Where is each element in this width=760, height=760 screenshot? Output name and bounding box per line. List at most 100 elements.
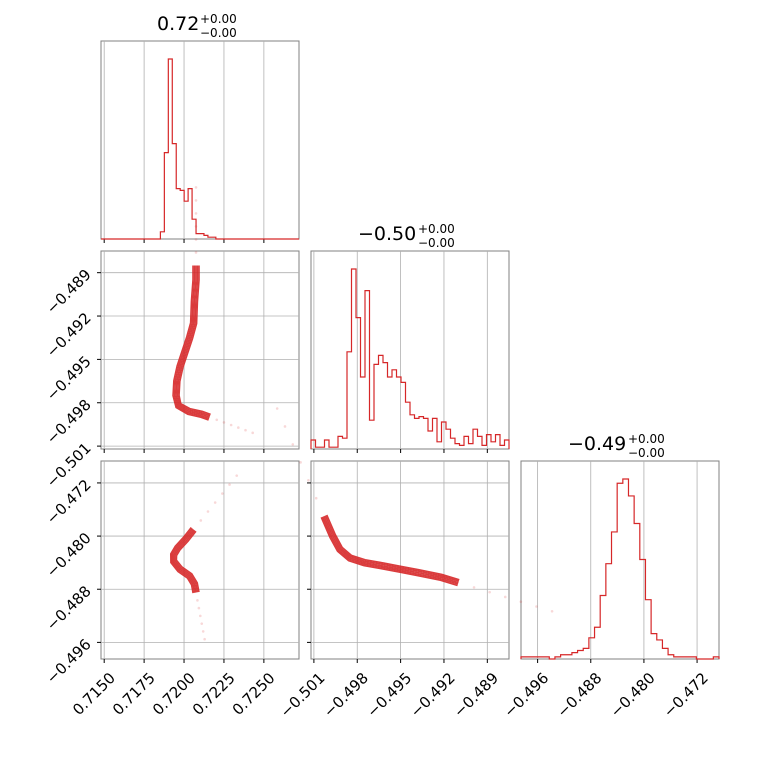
contour-panel-p0-p2-level-2 — [172, 528, 197, 593]
contour-panel-p1-p2-xlabel-2: −0.495 — [363, 669, 415, 721]
contour-panel-p0-p1-level-1 — [176, 265, 211, 417]
contour-panel-p0-p2: 0.71500.71750.72000.72250.7250−0.496−0.4… — [43, 460, 300, 719]
hist-panel-p2: −0.496 −0.488 −0.480 −0.472 — [500, 460, 720, 721]
hist-panel-p1-frame — [310, 250, 510, 450]
hist-panel-p2-frame — [520, 460, 720, 660]
hist-panel-p1-steps — [310, 268, 510, 449]
contour-panel-p0-p2-trail-end-2 — [197, 606, 201, 610]
contour-panel-p0-p2-xlabel-1: 0.7175 — [109, 669, 159, 719]
contour-panel-p0-p2-xlabel-4: 0.7250 — [229, 669, 279, 719]
contour-panel-p0-p1-level-2 — [175, 265, 210, 418]
contour-panel-p0-p2-trail-start-3 — [213, 501, 217, 504]
contour-panel-p1-p2-xlabel-4: −0.489 — [450, 669, 502, 721]
contour-panel-p0-p1-trail-end-2 — [222, 421, 226, 424]
contour-panel-p0-p2-level-4 — [169, 527, 194, 594]
contour-panel-p0-p1-trail-start-4 — [194, 212, 198, 215]
contour-panel-p0-p2-level-0 — [175, 530, 200, 593]
contour-panel-p0-p1-frame — [100, 250, 300, 450]
contour-panel-p0-p2-ylabel-2: −0.480 — [43, 529, 95, 581]
contour-panel-p0-p1-ylabel-4: −0.489 — [43, 266, 95, 318]
contour-panel-p1-p2-trail-end-1 — [472, 586, 476, 589]
hist-panel-p2-xlabel-3: −0.472 — [660, 669, 712, 721]
contour-panel-p1-p2-frame — [310, 460, 510, 660]
contour-panel-p1-p2-trail-end-3 — [503, 595, 507, 599]
contour-panel-p1-p2: −0.501−0.498−0.495−0.492−0.489 — [275, 407, 554, 721]
title-p2: −0.49 +0.00 −0.00 — [568, 432, 665, 460]
contour-panel-p1-p2-level-4 — [320, 517, 458, 587]
contour-panel-p1-p2-trail-end-5 — [535, 605, 538, 608]
contour-panel-p0-p1-level-0 — [178, 265, 211, 416]
contour-panel-p0-p2-trail-start-5 — [228, 483, 231, 486]
contour-panel-p1-p2-trail-start-2 — [307, 478, 310, 482]
contour-panel-p1-p2-trail-start-6 — [275, 407, 279, 410]
contour-panel-p0-p1-ylabel-1: −0.498 — [43, 396, 95, 448]
contour-panel-p0-p2-xlabel-3: 0.7225 — [189, 669, 239, 719]
title-p0-minus: −0.00 — [200, 26, 237, 40]
contour-panel-p0-p2-xlabel-0: 0.7150 — [69, 669, 119, 719]
title-p1-plus: +0.00 — [418, 222, 455, 236]
contour-panel-p0-p2-trail-start-1 — [199, 519, 203, 522]
contour-panel-p0-p2-trail-end-6 — [203, 637, 206, 641]
contour-panel-p0-p2-xlabel-2: 0.7200 — [149, 669, 199, 719]
hist-panel-p0-frame — [100, 40, 300, 240]
title-p2-value: −0.49 — [568, 433, 626, 455]
hist-panel-p2-xlabel-1: −0.488 — [554, 669, 606, 721]
contour-panel-p0-p2-trail-end-1 — [196, 599, 199, 602]
contour-panel-p1-p2-trail-start-4 — [291, 443, 295, 446]
hist-panel-p0-steps — [101, 58, 299, 240]
contour-panel-p0-p1-ylabel-2: −0.495 — [43, 352, 95, 404]
contour-panel-p0-p1-trail-start-1 — [194, 251, 198, 254]
title-p0: 0.72 +0.00 −0.00 — [157, 12, 237, 40]
contour-panel-p0-p1-ylabel-3: −0.492 — [43, 309, 95, 361]
hist-panel-p2-xlabel-2: −0.480 — [607, 669, 659, 721]
contour-panel-p1-p2-level-2 — [323, 515, 459, 584]
title-p2-minus: −0.00 — [628, 446, 665, 460]
contour-panel-p0-p1-trail-end-4 — [237, 426, 240, 429]
contour-panel-p0-p2-trail-end-4 — [200, 622, 204, 625]
contour-panel-p0-p2-ylabel-1: −0.488 — [43, 582, 95, 634]
hist-panel-p2-steps — [520, 478, 720, 660]
contour-panel-p0-p2-trail-end-3 — [199, 614, 202, 618]
title-p1: −0.50 +0.00 −0.00 — [358, 222, 455, 250]
contour-panel-p0-p1-trail-start-2 — [194, 238, 198, 241]
contour-panel-p0-p1: −0.501−0.498−0.495−0.492−0.489 — [43, 186, 300, 491]
contour-panel-p1-p2-trail-end-4 — [519, 600, 523, 604]
title-p1-minus: −0.00 — [418, 236, 455, 250]
contour-panel-p0-p2-trail-start-6 — [235, 474, 239, 477]
contour-panel-p0-p1-trail-end-5 — [244, 428, 247, 432]
contour-panel-p0-p1-trail-end-3 — [229, 423, 233, 427]
contour-panel-p0-p2-frame — [100, 460, 300, 660]
hist-panel-p0 — [100, 40, 300, 243]
contour-panel-p1-p2-trail-start-1 — [314, 496, 318, 500]
contour-panel-p1-p2-level-3 — [321, 516, 459, 585]
contour-panel-p0-p1-trail-start-6 — [194, 186, 198, 189]
contour-panel-p1-p2-trail-start-3 — [299, 461, 302, 464]
contour-panel-p0-p2-ylabel-0: −0.496 — [43, 635, 95, 687]
contour-panel-p0-p1-trail-end-6 — [251, 431, 254, 435]
contour-panel-p1-p2-xlabel-1: −0.498 — [320, 669, 372, 721]
hist-panel-p2-xlabel-0: −0.496 — [500, 669, 552, 721]
contour-panel-p1-p2-xlabel-0: −0.501 — [277, 669, 329, 721]
title-p0-plus: +0.00 — [200, 12, 237, 26]
contour-panel-p1-p2-trail-end-2 — [488, 590, 491, 594]
contour-panel-p0-p1-level-4 — [172, 265, 209, 421]
contour-panel-p0-p2-level-3 — [171, 528, 196, 593]
contour-panel-p0-p1-trail-start-5 — [194, 199, 198, 202]
title-p1-value: −0.50 — [358, 223, 416, 245]
contour-panel-p0-p2-trail-start-2 — [206, 510, 210, 513]
contour-panel-p0-p1-trail-start-3 — [194, 225, 198, 228]
contour-panel-p1-p2-trail-end-6 — [550, 609, 554, 613]
hist-panel-p1 — [310, 250, 510, 453]
title-p2-plus: +0.00 — [628, 432, 665, 446]
contour-panel-p1-p2-level-0 — [326, 514, 460, 581]
contour-panel-p1-p2-trail-start-5 — [283, 425, 287, 428]
contour-panel-p0-p2-trail-start-4 — [221, 492, 224, 495]
contour-panel-p0-p2-level-1 — [174, 529, 199, 593]
contour-panel-p1-p2-level-1 — [324, 515, 460, 582]
title-p0-value: 0.72 — [157, 13, 199, 35]
contour-panel-p0-p1-trail-end-1 — [215, 418, 219, 422]
contour-panel-p1-p2-xlabel-3: −0.492 — [407, 669, 459, 721]
contour-panel-p0-p1-level-3 — [173, 265, 210, 420]
contour-panel-p0-p2-trail-end-5 — [201, 630, 205, 633]
